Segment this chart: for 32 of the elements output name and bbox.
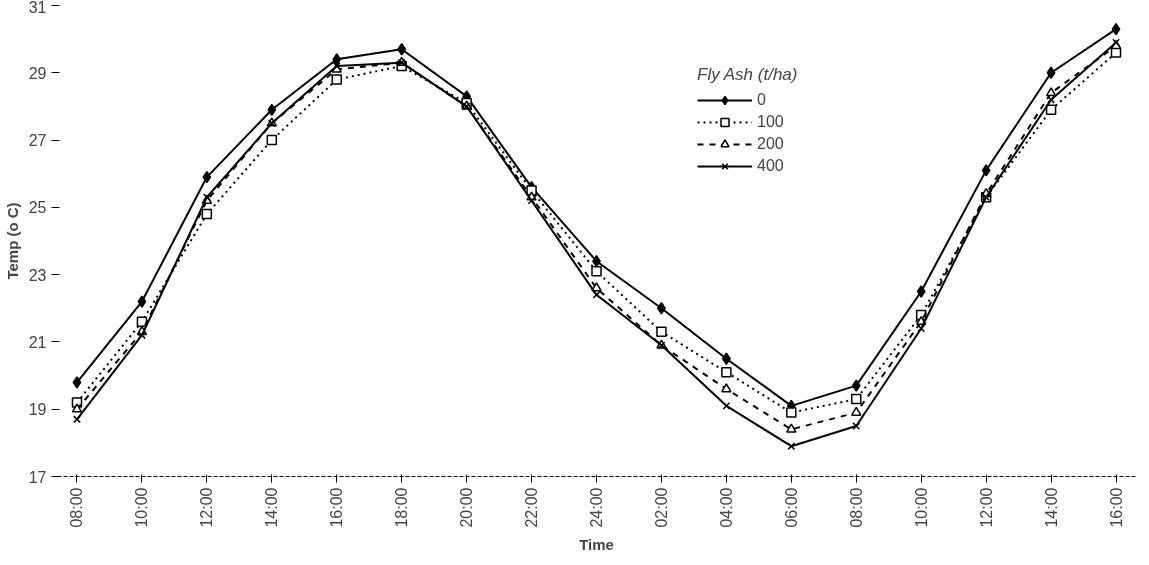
x-tick-label: 16:00 (1107, 487, 1125, 528)
y-tick-label: 25 (28, 199, 47, 217)
x-tick-label: 08:00 (68, 487, 86, 528)
x-tick-label: 04:00 (717, 487, 735, 528)
legend-label: 400 (757, 157, 784, 175)
y-axis-title: Temp (o C) (3, 202, 21, 280)
x-tick-label: 16:00 (328, 487, 346, 528)
x-tick-label: 18:00 (393, 487, 411, 528)
legend-label: 200 (757, 135, 784, 153)
x-tick-label: 10:00 (912, 487, 930, 528)
x-tick-label: 24:00 (588, 487, 605, 528)
y-tick-label: 17 (28, 468, 47, 486)
legend-label: 0 (757, 91, 767, 109)
legend-title: Fly Ash (t/ha) (697, 65, 798, 85)
x-tick-label: 20:00 (458, 487, 476, 528)
x-tick-label: 06:00 (782, 487, 800, 528)
x-tick-label: 02:00 (652, 487, 670, 528)
y-tick-label: 27 (28, 132, 47, 150)
x-tick-label: 14:00 (1042, 487, 1060, 528)
x-axis-title: Time (579, 535, 614, 553)
x-tick-label: 14:00 (263, 487, 281, 528)
x-tick-label: 08:00 (847, 487, 865, 528)
y-tick-label: 31 (28, 0, 47, 16)
x-tick-label: 12:00 (977, 487, 995, 528)
y-tick-label: 29 (28, 64, 47, 82)
x-tick-label: 10:00 (133, 487, 151, 528)
y-tick-label: 21 (28, 333, 47, 351)
y-tick-label: 23 (28, 266, 47, 284)
y-tick-label: 19 (28, 401, 47, 419)
x-tick-label: 12:00 (198, 487, 216, 528)
x-tick-label: 22:00 (523, 487, 541, 528)
legend-label: 100 (757, 113, 784, 131)
